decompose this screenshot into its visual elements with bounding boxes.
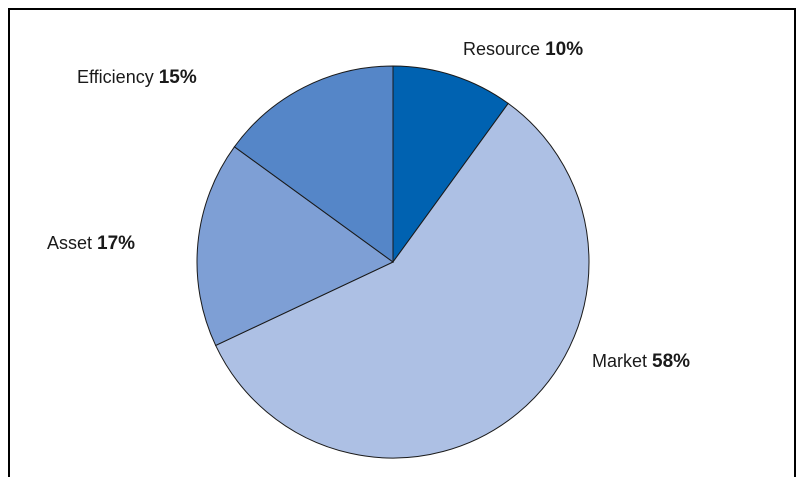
category-name: Asset — [47, 233, 92, 253]
category-name: Market — [592, 351, 647, 371]
slice-label: Asset 17% — [47, 233, 135, 254]
value-label: 17% — [97, 233, 135, 254]
category-name: Efficiency — [77, 67, 154, 87]
slice-label: Resource 10% — [463, 39, 583, 60]
category-name: Resource — [463, 39, 540, 59]
pie-slice — [233, 65, 394, 263]
pie — [196, 65, 590, 459]
slice-label: Efficiency 15% — [77, 67, 197, 88]
pie-slice — [196, 146, 394, 347]
value-label: 10% — [545, 39, 583, 60]
labels: Resource 10% Market 58% Asset 17% Efficienc… — [47, 39, 690, 372]
value-label: 15% — [159, 67, 197, 88]
slice-label: Market 58% — [592, 351, 690, 372]
pie-slice — [214, 102, 590, 459]
pie-slice — [392, 65, 509, 264]
frame — [8, 8, 796, 477]
value-label: 58% — [652, 351, 690, 372]
